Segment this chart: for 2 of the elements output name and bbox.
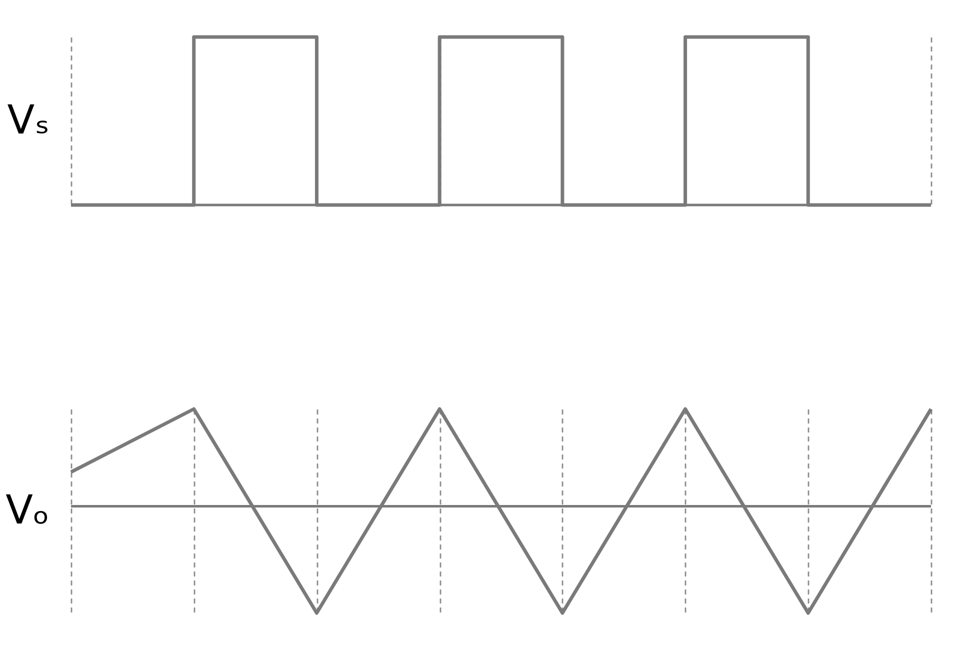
y-axis-title: Vₒ	[6, 488, 50, 534]
y-axis-title: Vₛ	[7, 98, 50, 144]
